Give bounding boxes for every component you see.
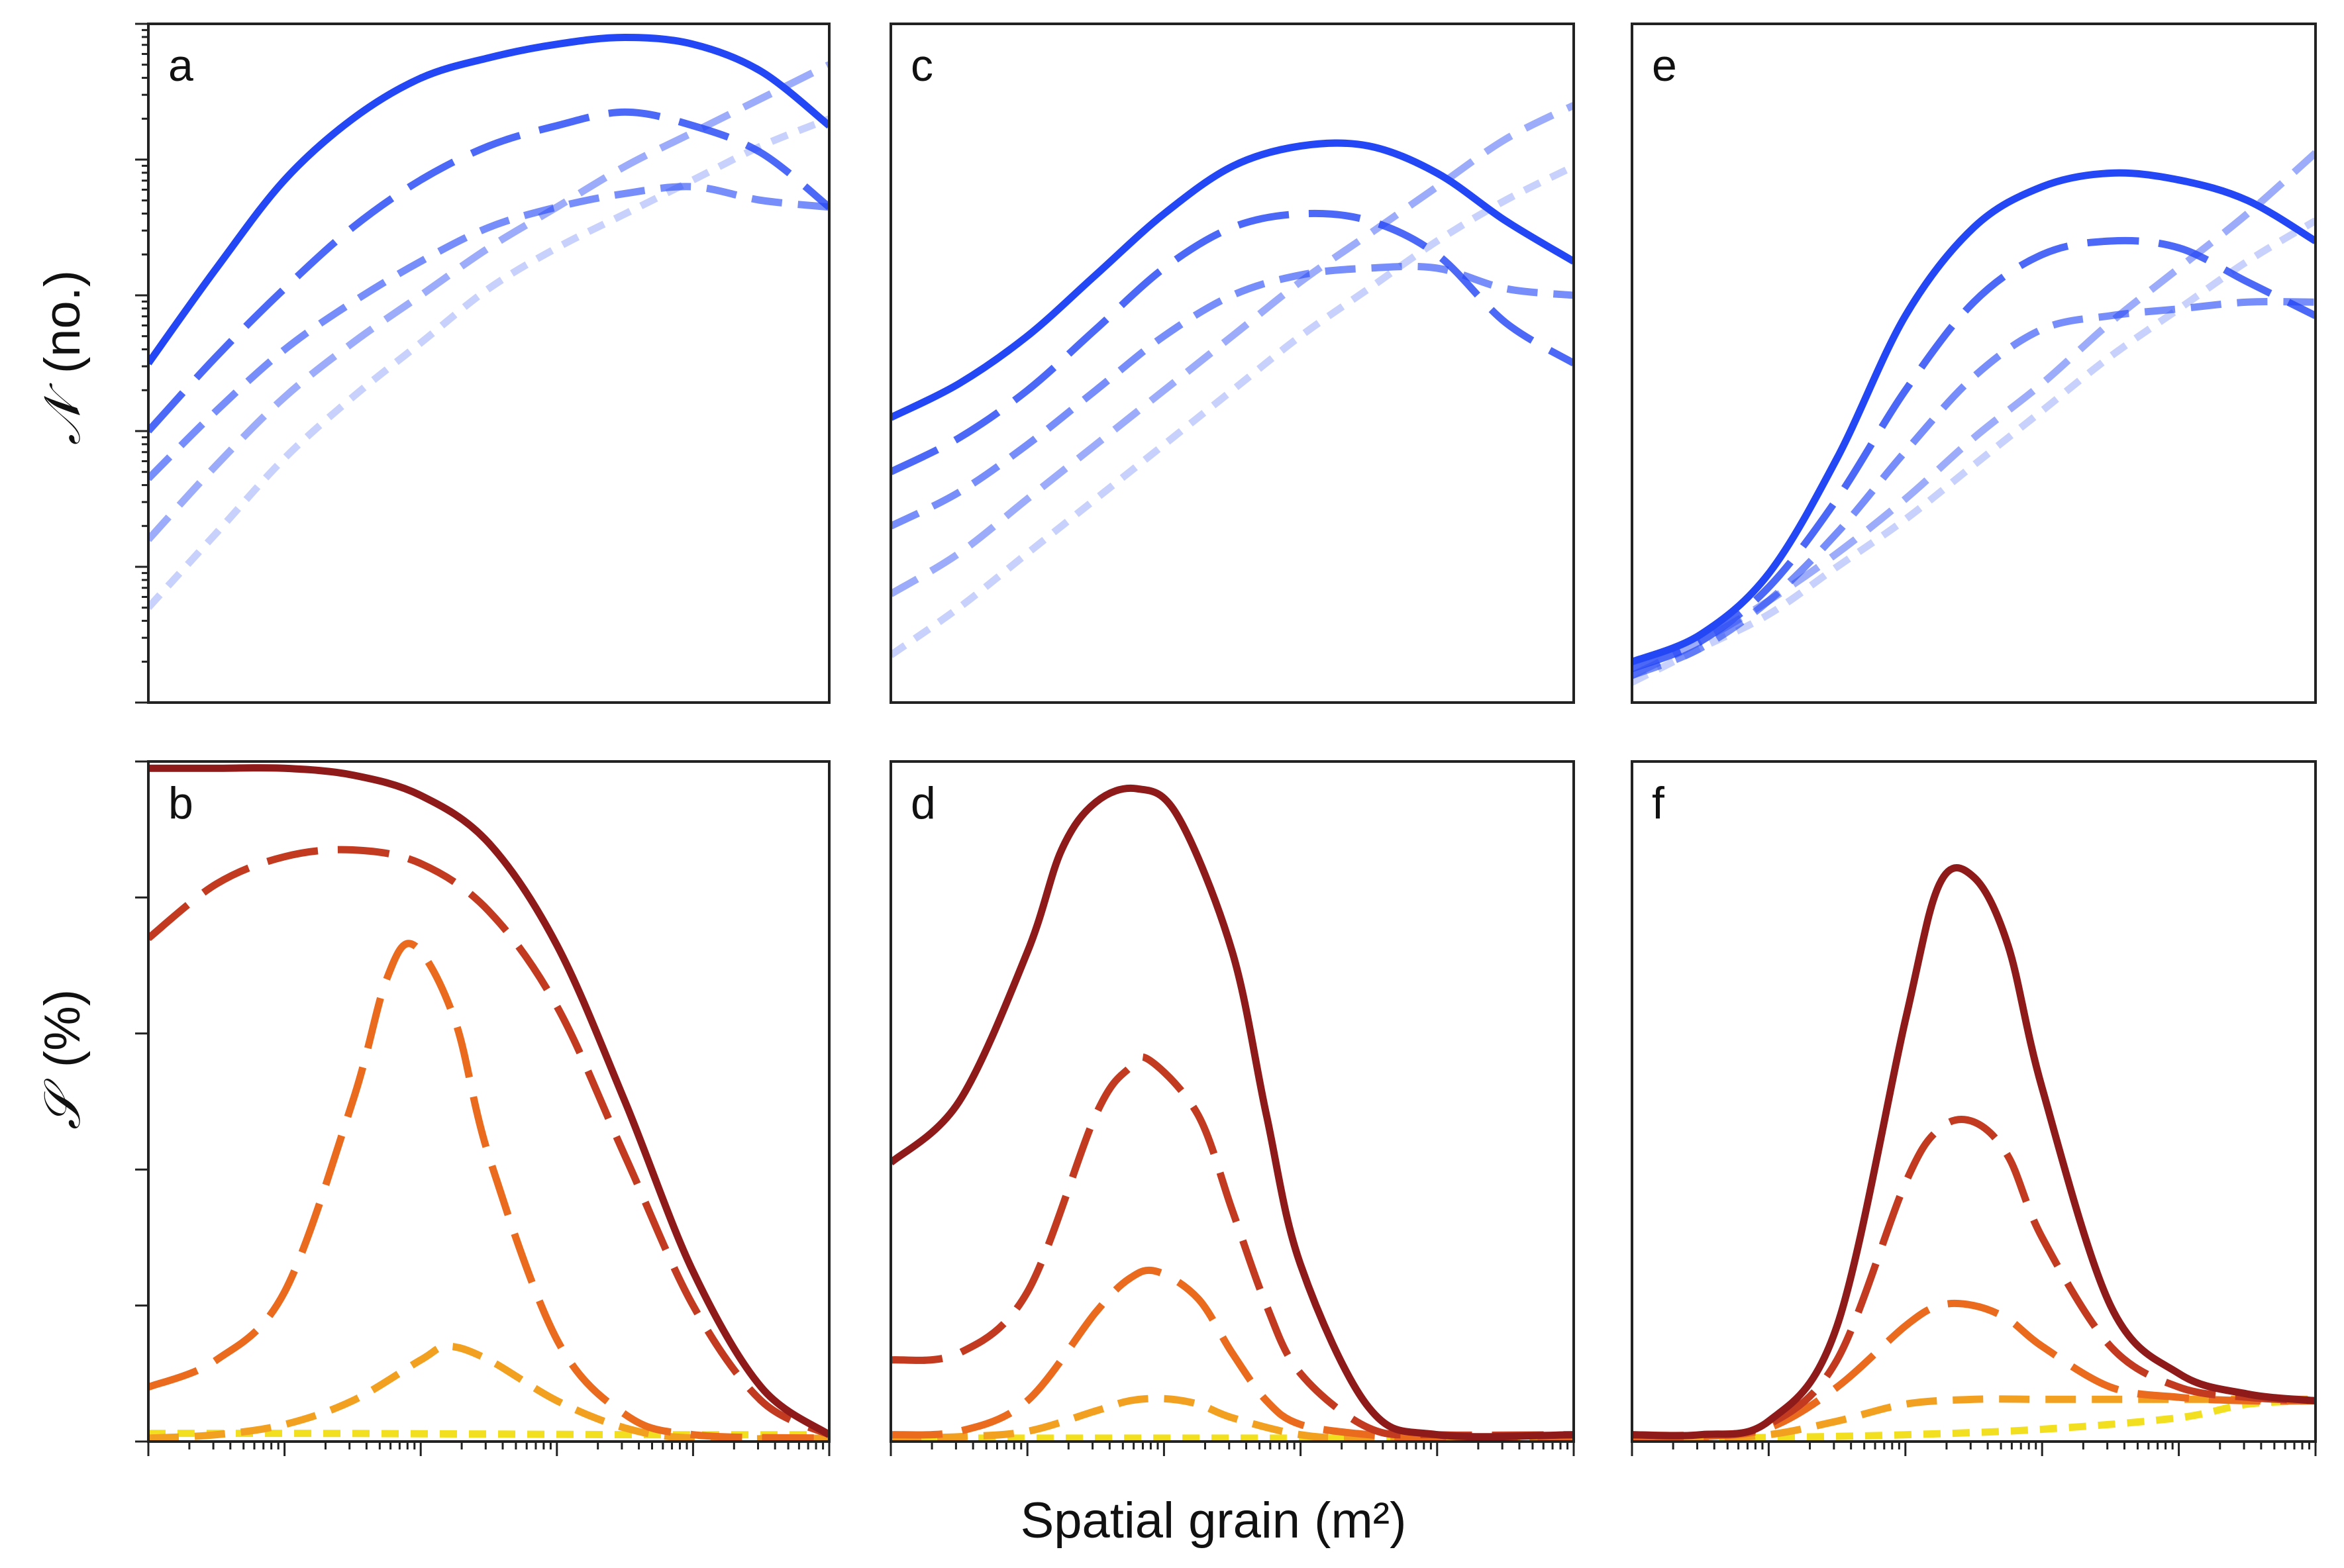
y-axis-top-unit: (no.) bbox=[34, 270, 91, 373]
y-ticks-bottom bbox=[135, 760, 148, 1443]
series-line-b-level-2 bbox=[148, 846, 829, 1438]
panel-b-label: b bbox=[168, 778, 193, 828]
panel-e: e bbox=[1631, 23, 2317, 704]
series-line-a-level-2 bbox=[148, 108, 829, 434]
x-axis-title: Spatial grain (m²) bbox=[1021, 1493, 1407, 1549]
panel-d-label: d bbox=[911, 778, 936, 828]
series-line-d-level-1 bbox=[891, 784, 1574, 1441]
panel-a-series-group bbox=[148, 33, 829, 611]
series-line-f-level-3 bbox=[1632, 1299, 2316, 1442]
series-line-e-level-3 bbox=[1632, 298, 2316, 679]
panel-c-frame bbox=[890, 23, 1575, 704]
panel-e-label: e bbox=[1652, 40, 1677, 91]
panel-f-frame bbox=[1631, 760, 2317, 1443]
series-line-b-level-1 bbox=[148, 764, 829, 1438]
series-line-f-level-5 bbox=[1632, 1396, 2316, 1442]
x-ticks-d bbox=[890, 1442, 1575, 1456]
panel-f-label: f bbox=[1652, 778, 1664, 828]
series-line-c-level-2 bbox=[891, 209, 1574, 475]
series-line-c-level-4 bbox=[891, 102, 1574, 597]
series-line-e-level-5 bbox=[1632, 217, 2316, 686]
series-line-a-level-3 bbox=[148, 183, 829, 481]
series-line-c-level-3 bbox=[891, 262, 1574, 530]
series-line-b-level-4 bbox=[148, 1342, 829, 1442]
panels-layer: a c e b d f bbox=[135, 23, 2317, 1456]
panel-c: c bbox=[890, 23, 1575, 704]
x-ticks-b bbox=[147, 1442, 831, 1456]
series-line-a-level-1 bbox=[148, 33, 829, 366]
panel-d: d bbox=[890, 760, 1575, 1456]
panel-a-frame bbox=[147, 23, 831, 704]
series-line-c-level-5 bbox=[891, 163, 1574, 658]
panel-d-series-group bbox=[891, 784, 1574, 1442]
panel-e-series-group bbox=[1632, 150, 2316, 686]
panel-b-series-group bbox=[148, 764, 829, 1442]
panel-f: f bbox=[1631, 760, 2317, 1456]
panel-c-label: c bbox=[911, 40, 933, 91]
series-line-f-level-1 bbox=[1632, 864, 2316, 1440]
panel-b: b bbox=[135, 760, 831, 1456]
y-axis-bottom-unit: (%) bbox=[34, 989, 91, 1067]
panel-d-frame bbox=[890, 760, 1575, 1443]
series-line-e-level-2 bbox=[1632, 236, 2316, 672]
series-line-d-level-2 bbox=[891, 1053, 1574, 1439]
y-axis-title-top: 𝒩 (no.) bbox=[32, 270, 91, 445]
series-line-f-level-2 bbox=[1632, 1116, 2316, 1440]
series-line-d-level-3 bbox=[891, 1266, 1574, 1442]
panel-e-frame bbox=[1631, 23, 2317, 704]
panel-c-series-group bbox=[891, 102, 1574, 658]
panel-a-label: a bbox=[168, 40, 193, 91]
y-axis-bottom-symbol: 𝒮 bbox=[32, 1078, 91, 1130]
panel-a: a bbox=[135, 23, 831, 704]
series-line-e-level-1 bbox=[1632, 169, 2316, 665]
panel-b-frame bbox=[147, 760, 831, 1443]
series-line-a-level-5 bbox=[148, 115, 829, 611]
series-line-b-level-3 bbox=[148, 940, 829, 1442]
y-axis-title-bottom: 𝒮 (%) bbox=[32, 989, 91, 1130]
y-ticks-top bbox=[135, 23, 148, 704]
panel-f-series-group bbox=[1632, 864, 2316, 1442]
series-line-a-level-4 bbox=[148, 61, 829, 542]
series-line-c-level-1 bbox=[891, 139, 1574, 421]
y-axis-top-symbol: 𝒩 bbox=[32, 382, 91, 445]
x-ticks-f bbox=[1631, 1442, 2317, 1456]
